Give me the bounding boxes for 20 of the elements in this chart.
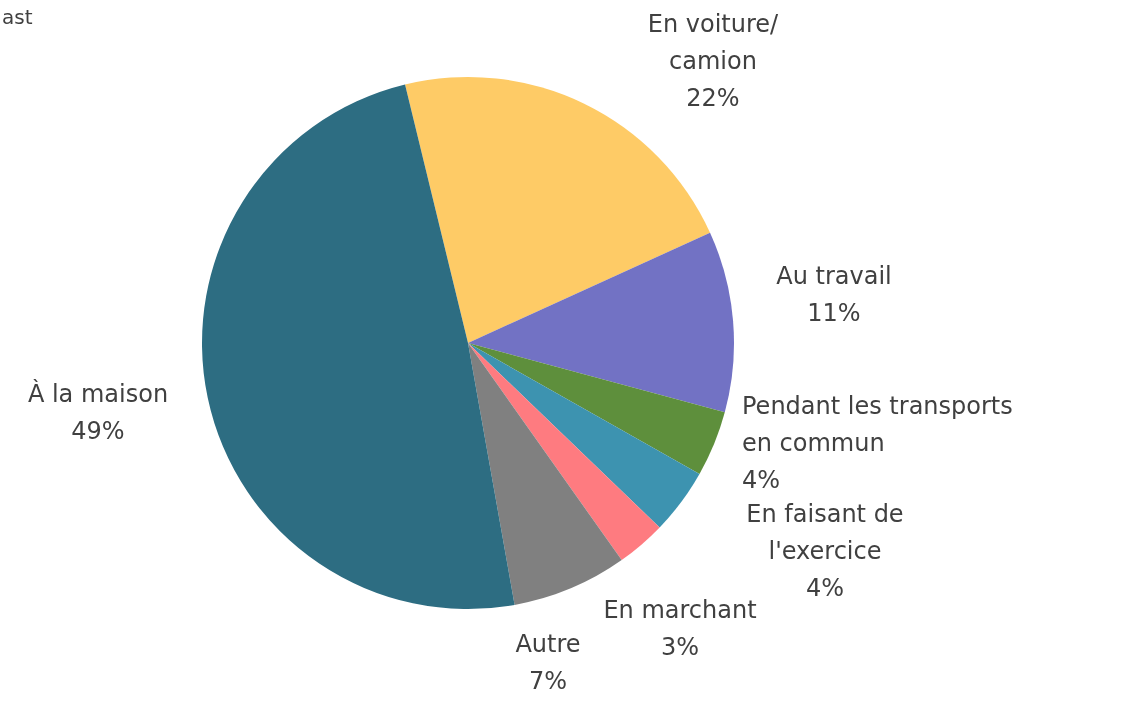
slice-label: En marchant xyxy=(603,595,757,624)
pie-slice xyxy=(468,343,660,561)
slice-label: Pendant les transports en commun xyxy=(742,391,1013,457)
data-label: 22% xyxy=(686,84,740,112)
data-label: 49% xyxy=(71,416,125,445)
data-label: 4% xyxy=(742,466,781,494)
data-label: 7% xyxy=(528,666,568,695)
slice-label: À la maison xyxy=(27,378,169,408)
slice-label: Autre xyxy=(515,629,581,658)
slice-label: En faisant de l'exercice xyxy=(746,499,904,565)
slice-label: Au travail xyxy=(776,261,892,290)
data-label: 4% xyxy=(805,574,845,602)
pie-slice xyxy=(202,84,515,609)
pie-slice xyxy=(468,343,700,528)
text: ast xyxy=(2,5,33,29)
data-label: 11% xyxy=(807,298,861,327)
slice-label: En voiture/ camion xyxy=(647,9,780,75)
pie-slice xyxy=(468,343,725,475)
data-label: 3% xyxy=(660,632,700,661)
pie-slice xyxy=(468,232,734,413)
